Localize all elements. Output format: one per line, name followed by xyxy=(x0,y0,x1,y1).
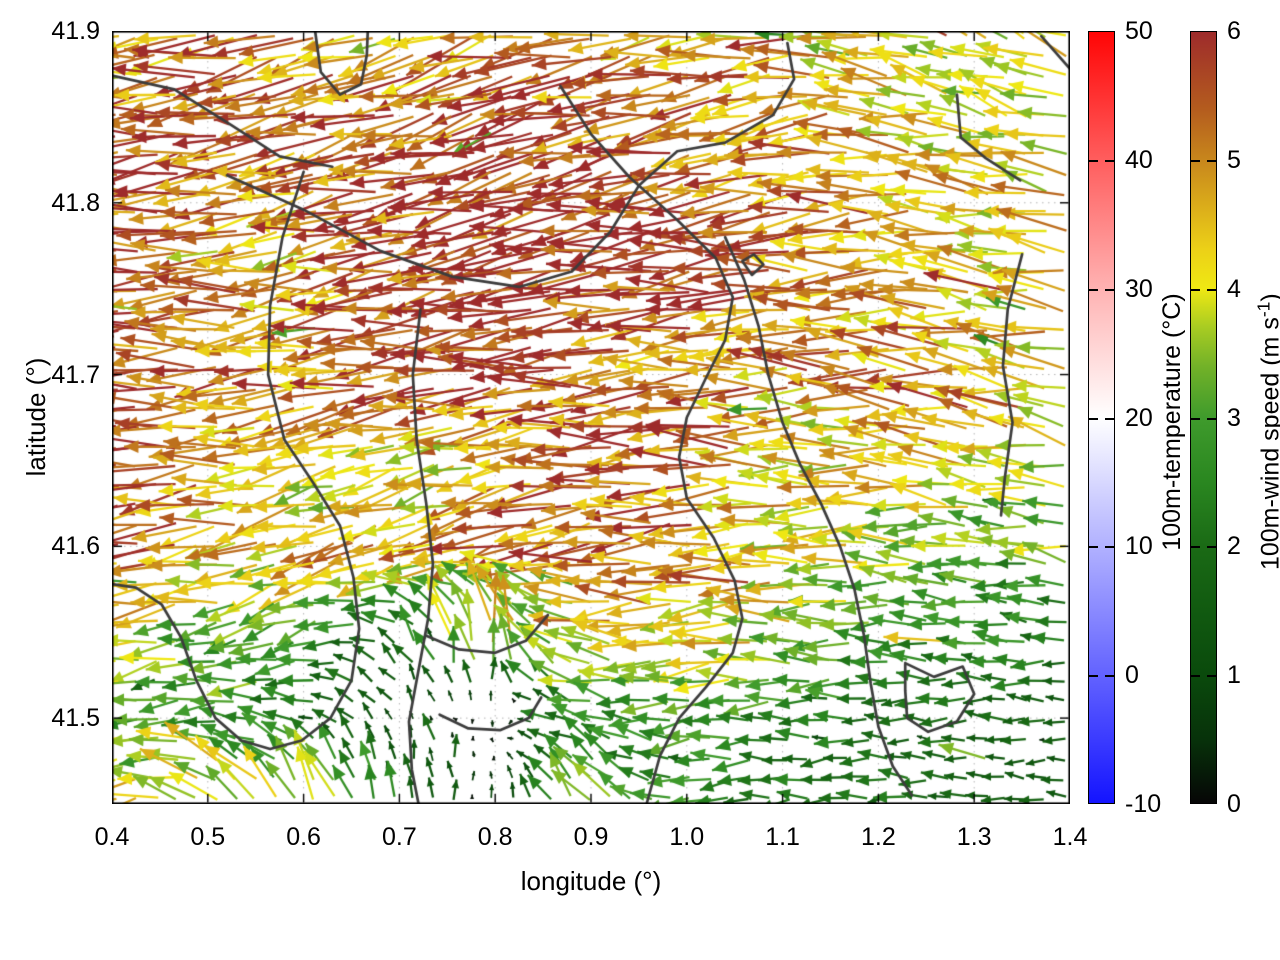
temperature-tick-label: 0 xyxy=(1125,661,1139,690)
x-axis-title: longitude (°) xyxy=(520,866,662,896)
temperature-colorbar-title: 100m-temperature (°C) xyxy=(1158,293,1186,551)
wind-speed-tick-label: 3 xyxy=(1227,403,1241,432)
x-tick-label: 0.5 xyxy=(190,823,226,851)
y-tick-label: 41.7 xyxy=(51,360,100,389)
wind-speed-tick-label: 5 xyxy=(1227,145,1241,174)
wind-speed-tick-label: 0 xyxy=(1227,790,1241,818)
wind-speed-tick-label: 4 xyxy=(1227,274,1241,303)
plot-area xyxy=(112,31,1070,804)
wind-speed-tick-mark xyxy=(1207,417,1216,420)
y-tick-label: 41.8 xyxy=(51,188,100,217)
x-tick-label: 1.4 xyxy=(1052,823,1088,851)
x-tick-label: 1.2 xyxy=(861,823,896,851)
wind-speed-tick-label: 1 xyxy=(1227,661,1241,690)
x-tick-label: 0.8 xyxy=(477,823,513,851)
x-tick-label: 1.3 xyxy=(956,823,992,851)
temperature-tick-mark xyxy=(1089,675,1098,678)
x-tick-label: 1.1 xyxy=(765,823,800,851)
temperature-tick-label: 50 xyxy=(1125,17,1153,45)
temperature-tick-mark xyxy=(1089,159,1098,162)
y-tick-label: 41.9 xyxy=(51,17,100,45)
temperature-tick-mark xyxy=(1105,417,1114,420)
wind-speed-tick-mark xyxy=(1191,288,1200,291)
wind-speed-colorbar-title: 100m-wind speed (m s-1) xyxy=(1249,227,1280,637)
wind-speed-tick-mark xyxy=(1207,675,1216,678)
wind-speed-tick-mark xyxy=(1191,675,1200,678)
temperature-tick-mark xyxy=(1089,288,1098,291)
temperature-tick-label: 30 xyxy=(1125,274,1153,303)
wind-speed-colorbar xyxy=(1190,31,1217,804)
y-tick-label: 41.5 xyxy=(51,704,100,733)
wind-speed-tick-label: 2 xyxy=(1227,532,1241,561)
temperature-tick-mark xyxy=(1089,546,1098,549)
temperature-tick-label: 20 xyxy=(1125,403,1153,432)
temperature-tick-mark xyxy=(1105,288,1114,291)
temperature-tick-label: 10 xyxy=(1125,532,1153,561)
wind-speed-tick-mark xyxy=(1191,546,1200,549)
wind-speed-tick-label: 6 xyxy=(1227,17,1241,45)
temperature-colorbar xyxy=(1088,31,1115,804)
temperature-tick-mark xyxy=(1105,675,1114,678)
wind-speed-tick-mark xyxy=(1207,159,1216,162)
y-axis-title: latitude (°) xyxy=(21,357,51,477)
vector-field-canvas xyxy=(112,31,1070,804)
x-tick-label: 0.7 xyxy=(382,823,417,851)
temperature-tick-mark xyxy=(1105,546,1114,549)
wind-title-pre: 100m-wind speed (m s xyxy=(1256,317,1280,571)
x-tick-label: 1.0 xyxy=(669,823,705,851)
x-tick-label: 0.9 xyxy=(573,823,609,851)
temperature-tick-label: 40 xyxy=(1125,145,1153,174)
wind-speed-tick-mark xyxy=(1207,288,1216,291)
x-tick-label: 0.4 xyxy=(94,823,130,851)
temperature-tick-mark xyxy=(1105,159,1114,162)
y-tick-label: 41.6 xyxy=(51,532,100,561)
wind-speed-tick-mark xyxy=(1191,159,1200,162)
temperature-tick-mark xyxy=(1089,417,1098,420)
wind-title-sup: -1 xyxy=(1253,301,1274,318)
wind-speed-tick-mark xyxy=(1207,546,1216,549)
x-tick-label: 0.6 xyxy=(286,823,321,851)
temperature-tick-label: -10 xyxy=(1125,790,1162,818)
wind-speed-tick-mark xyxy=(1191,417,1200,420)
wind-title-post: ) xyxy=(1257,293,1280,301)
